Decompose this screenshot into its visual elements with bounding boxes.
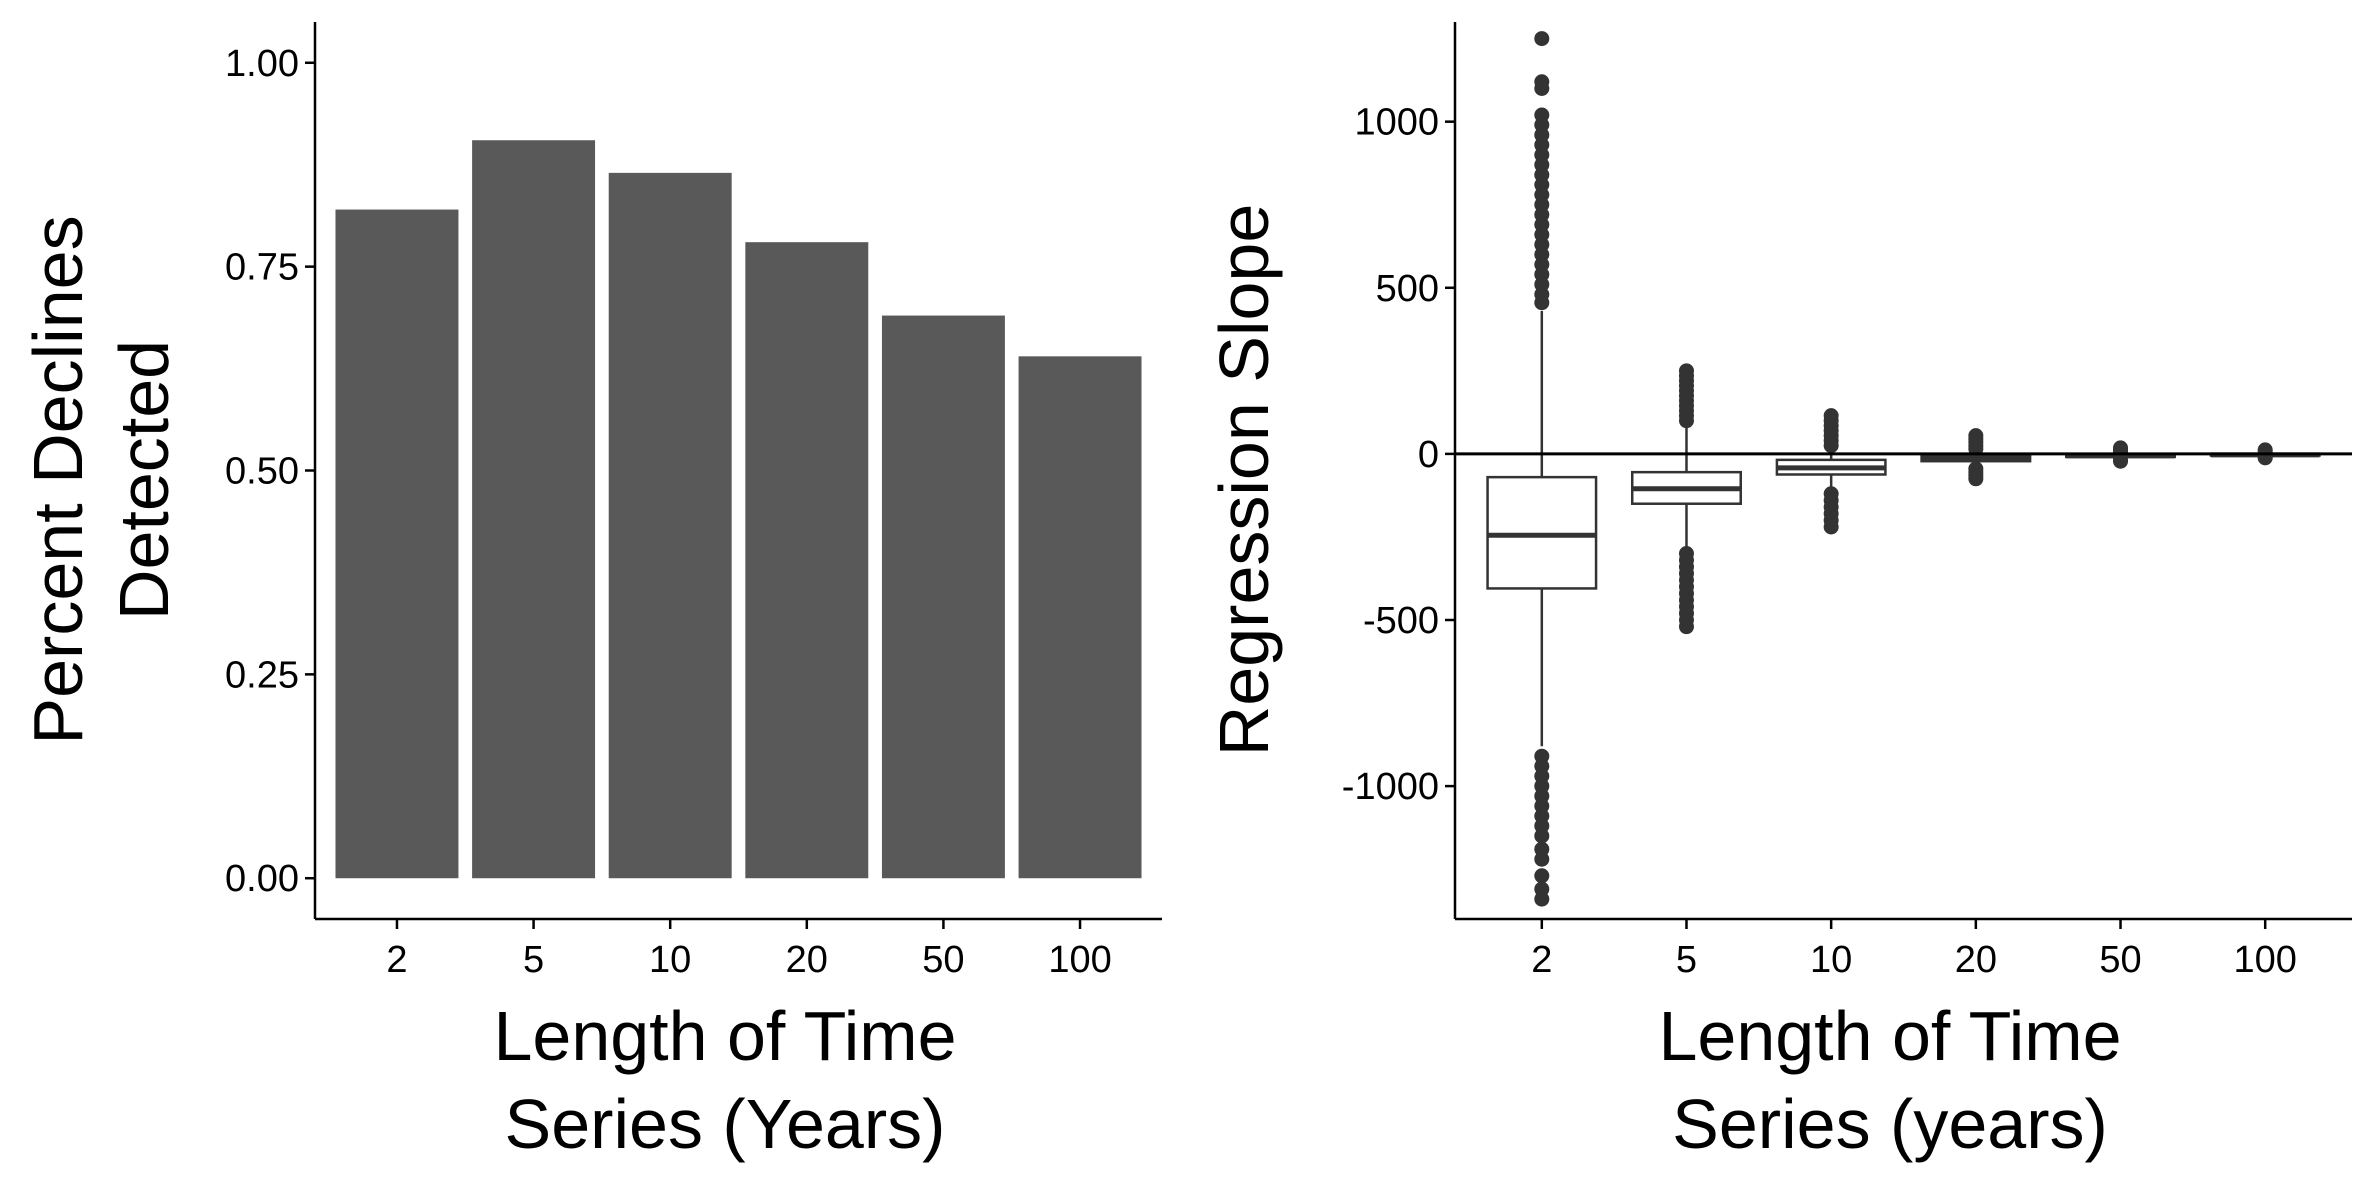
- outlier-point: [1534, 31, 1550, 47]
- outlier-point: [1678, 619, 1694, 635]
- box-x-tick-label: 20: [1955, 939, 1997, 981]
- box-x-tick-label: 5: [1676, 939, 1697, 981]
- bar-5: [472, 140, 596, 879]
- outlier-point: [1823, 519, 1839, 535]
- bar-50: [881, 315, 1005, 879]
- box-2: [1486, 31, 1598, 907]
- bar-chart-y-ticks: 0.00 0.25 0.50 0.75 1.00: [225, 43, 315, 900]
- box-y-tick-label: 1000: [1354, 102, 1439, 144]
- bar-chart-y-title-line2: Detected: [105, 340, 183, 620]
- bar-x-tick-label: 2: [386, 939, 407, 981]
- box-x-tick-label: 2: [1531, 939, 1552, 981]
- bar-marks: [335, 140, 1142, 879]
- bar-100: [1018, 356, 1142, 879]
- bar-chart-panel: 0.00 0.25 0.50 0.75 1.00 2 5 10 20 50 100 Length …: [19, 22, 1162, 1163]
- outlier-point: [1534, 851, 1550, 867]
- outlier-point: [1534, 80, 1550, 96]
- bar-x-tick-label: 100: [1048, 939, 1111, 981]
- bar-y-tick-label: 0.25: [225, 654, 299, 696]
- bar-y-tick-label: 0.00: [225, 858, 299, 900]
- outlier-point: [2113, 453, 2129, 469]
- bar-y-tick-label: 0.50: [225, 451, 299, 493]
- box-plot-y-ticks: -1000 -500 0 500 1000: [1342, 102, 1455, 808]
- bar-20: [745, 242, 869, 879]
- bar-2: [335, 209, 459, 879]
- box-x-tick-label: 50: [2099, 939, 2141, 981]
- box-5: [1630, 363, 1742, 635]
- outlier-point: [1534, 891, 1550, 907]
- bar-x-tick-label: 10: [649, 939, 691, 981]
- outlier-point: [1534, 828, 1550, 844]
- box-10: [1775, 408, 1887, 535]
- box-y-tick-label: 500: [1376, 268, 1439, 310]
- outlier-point: [1534, 868, 1550, 884]
- box-plot-y-title: Regression Slope: [1205, 204, 1283, 757]
- box-plot-x-title-line1: Length of Time: [1658, 997, 2121, 1075]
- box-y-tick-label: -1000: [1342, 766, 1439, 808]
- bar-y-tick-label: 1.00: [225, 43, 299, 85]
- bar-chart-x-ticks: 2 5 10 20 50 100: [386, 919, 1112, 981]
- bar-chart-x-title-line1: Length of Time: [493, 997, 956, 1075]
- bar-x-tick-label: 20: [786, 939, 828, 981]
- box-plot-x-title-line2: Series (years): [1672, 1085, 2108, 1163]
- box-x-tick-label: 100: [2233, 939, 2296, 981]
- box-x-tick-label: 10: [1810, 939, 1852, 981]
- box-y-tick-label: 0: [1418, 434, 1439, 476]
- box-20: [1920, 428, 2032, 487]
- outlier-point: [1823, 438, 1839, 454]
- bar-10: [608, 172, 732, 879]
- box-plot-x-ticks: 2 5 10 20 50 100: [1531, 919, 2297, 981]
- box-plot-panel: -1000 -500 0 500 1000 2 5 10 20 50 100 Length of …: [1205, 22, 2352, 1163]
- bar-y-tick-label: 0.75: [225, 247, 299, 289]
- box-plot-marks: [1486, 31, 2321, 907]
- bar-x-tick-label: 50: [922, 939, 964, 981]
- outlier-point: [1534, 295, 1550, 311]
- box-y-tick-label: -500: [1363, 600, 1439, 642]
- outlier-point: [1678, 413, 1694, 429]
- bar-chart-y-title-line1: Percent Declines: [19, 215, 97, 744]
- bar-x-tick-label: 5: [523, 939, 544, 981]
- outlier-point: [1968, 471, 1984, 487]
- bar-chart-x-title-line2: Series (Years): [505, 1085, 946, 1163]
